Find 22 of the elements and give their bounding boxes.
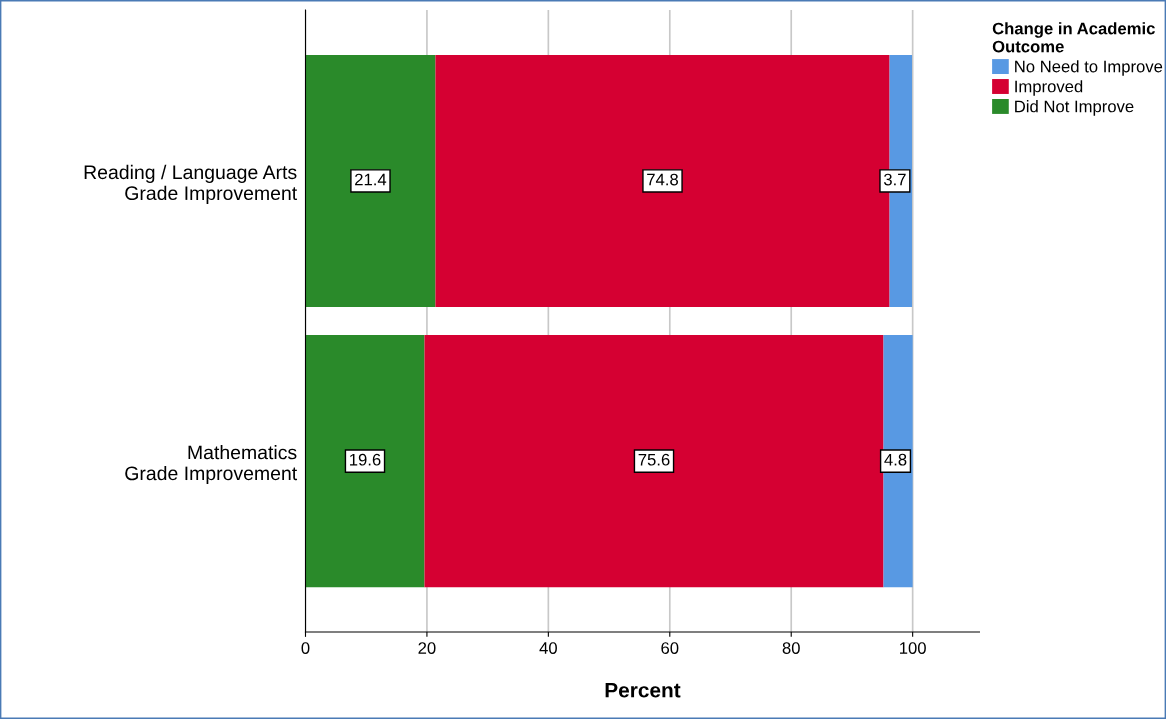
data-label: 21.4 <box>355 173 387 186</box>
legend-label: No Need to Improve <box>1015 60 1163 76</box>
y-tick-label: Mathematics Grade Improvement <box>125 445 298 485</box>
bar <box>305 54 436 308</box>
x-tick-label: 40 <box>539 642 557 654</box>
legend-label: Improved <box>1015 80 1083 96</box>
x-tick-label: 0 <box>301 642 310 654</box>
x-tick-label: 20 <box>418 642 436 654</box>
x-axis-title: Percent <box>605 683 681 698</box>
y-tick-label: Reading / Language Arts Grade Improvement <box>84 164 298 204</box>
x-tick-label: 60 <box>661 642 679 654</box>
bar <box>424 335 884 588</box>
data-label: 75.6 <box>638 453 670 466</box>
legend-title: Change in Academic Outcome <box>992 22 1155 53</box>
data-label: 4.8 <box>884 453 907 466</box>
bar <box>305 335 425 588</box>
data-label: 3.7 <box>883 173 906 186</box>
x-tick-label: 80 <box>782 642 800 654</box>
legend-label: Did Not Improve <box>1015 100 1134 116</box>
data-label: 74.8 <box>647 173 678 186</box>
x-tick-label: 100 <box>900 642 926 654</box>
data-label: 19.6 <box>350 453 381 466</box>
